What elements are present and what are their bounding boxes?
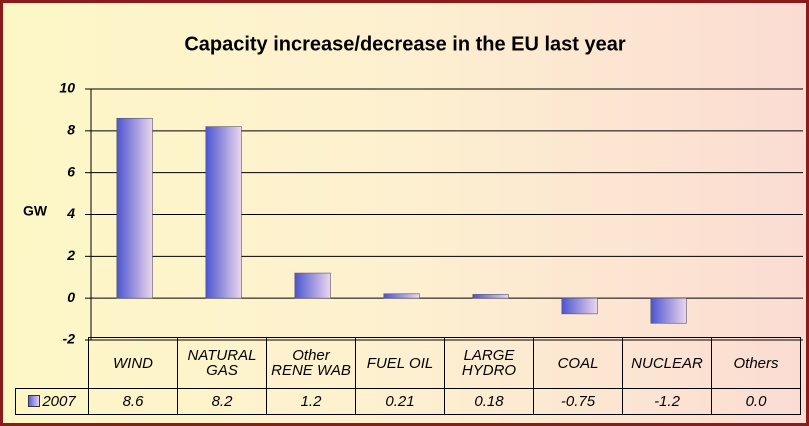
x-tick-label: NUCLEAR	[622, 337, 712, 389]
bar	[205, 126, 242, 299]
value-row: 2007 8.6 8.2 1.2 0.21 0.18 -0.75 -1.2 0.0	[15, 388, 801, 415]
data-label: 8.6	[88, 388, 178, 415]
y-tick-label: 10	[59, 80, 75, 96]
x-tick-label: NATURAL GAS	[177, 337, 267, 389]
bar	[650, 297, 687, 324]
bar	[472, 294, 509, 299]
x-tick-label: FUEL OIL	[355, 337, 445, 389]
data-table: WIND NATURAL GAS Other RENE WAB FUEL OIL LAR…	[15, 337, 801, 415]
x-tick-label: Others	[711, 337, 801, 389]
category-row: WIND NATURAL GAS Other RENE WAB FUEL OIL LAR…	[15, 337, 801, 389]
legend-swatch	[28, 395, 41, 407]
y-tick-label: 0	[67, 289, 75, 305]
x-tick-label: Other RENE WAB	[266, 337, 356, 389]
bar	[561, 297, 598, 315]
legend-label: 2007	[42, 393, 76, 410]
data-label: -1.2	[622, 388, 712, 415]
x-tick-label: COAL	[533, 337, 623, 389]
bar	[294, 272, 331, 299]
legend-cell: 2007	[15, 388, 89, 415]
chart-title: Capacity increase/decrease in the EU las…	[184, 33, 626, 55]
data-label: 0.0	[711, 388, 801, 415]
data-label: 0.21	[355, 388, 445, 415]
data-label: 8.2	[177, 388, 267, 415]
y-tick-label: 8	[67, 122, 75, 138]
data-label: 0.18	[444, 388, 534, 415]
y-tick-label: 2	[66, 247, 75, 263]
bar	[383, 293, 420, 299]
x-tick-label: WIND	[88, 337, 178, 389]
y-tick-label: 4	[66, 205, 75, 221]
data-label: -0.75	[533, 388, 623, 415]
data-label: 1.2	[266, 388, 356, 415]
y-axis-label: GW	[23, 203, 48, 219]
bar	[116, 117, 153, 299]
x-tick-label: LARGE HYDRO	[444, 337, 534, 389]
y-tick-label: 6	[67, 163, 75, 179]
empty-cell	[15, 337, 89, 389]
